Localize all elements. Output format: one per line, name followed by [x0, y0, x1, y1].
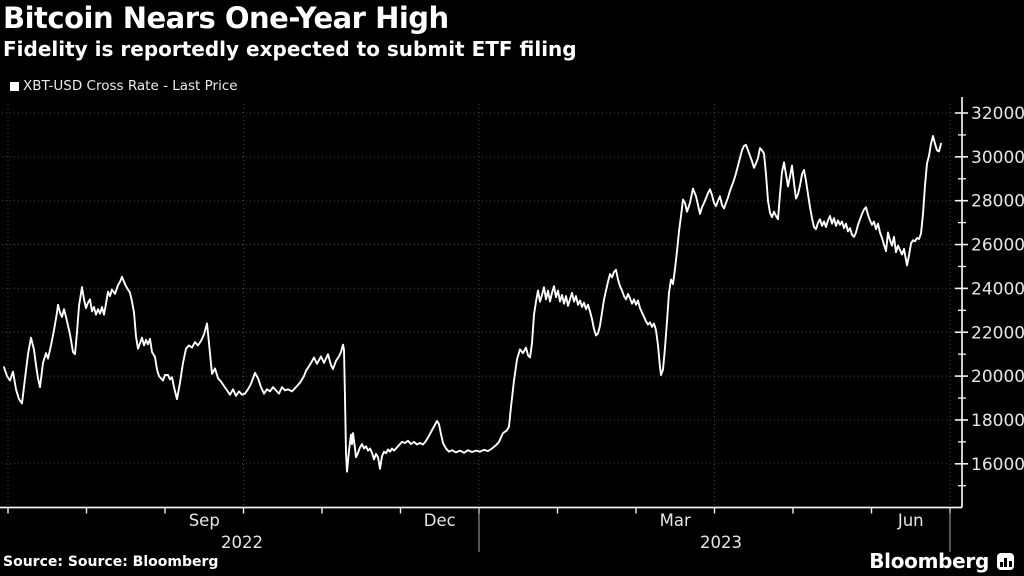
gridlines: [2, 104, 962, 508]
bloomberg-terminal-icon: [997, 552, 1014, 570]
x-month-label: Sep: [189, 511, 220, 530]
y-tick-label: 26000: [971, 236, 1024, 256]
bloomberg-wordmark: Bloomberg: [869, 549, 989, 573]
y-tick-label: 18000: [971, 411, 1024, 431]
y-tick-label: 16000: [971, 455, 1024, 475]
y-tick-label: 32000: [971, 104, 1024, 124]
y-tick-label: 30000: [971, 148, 1024, 168]
x-year-label: 2023: [700, 533, 742, 552]
x-year-label: 2022: [221, 533, 263, 552]
chart-title: Bitcoin Nears One-Year High: [3, 1, 449, 35]
source-text: Source: Source: Bloomberg: [3, 554, 219, 570]
legend-square-icon: [10, 81, 19, 91]
bloomberg-logo: Bloomberg: [869, 549, 1014, 573]
price-line: [3, 135, 942, 473]
y-tick-label: 24000: [971, 279, 1024, 299]
chart-subtitle: Fidelity is reportedly expected to submi…: [3, 37, 577, 61]
x-month-label: Jun: [897, 511, 924, 530]
x-month-label: Mar: [660, 511, 691, 530]
legend: XBT-USD Cross Rate - Last Price: [10, 78, 238, 94]
legend-label: XBT-USD Cross Rate - Last Price: [23, 78, 238, 94]
y-tick-label: 28000: [971, 192, 1024, 212]
axes: 16000 18000 20000 22000 24000 26000 28000 30000…: [0, 97, 1024, 552]
x-month-label: Dec: [424, 511, 456, 530]
y-tick-label: 20000: [971, 367, 1024, 387]
y-tick-label: 22000: [971, 323, 1024, 343]
